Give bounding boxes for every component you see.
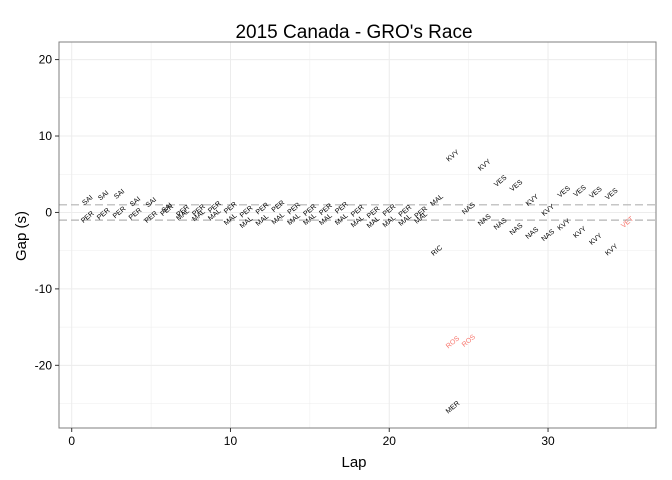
grid-layer: [59, 42, 656, 428]
y-tick-label: 10: [39, 129, 53, 143]
y-axis-title: Gap (s): [13, 211, 30, 261]
x-tick-label: 10: [224, 434, 238, 448]
y-tick-label: -10: [35, 282, 53, 296]
x-axis-title: Lap: [341, 454, 366, 471]
chart-title: 2015 Canada - GRO's Race: [235, 22, 472, 43]
reference-lines: [59, 204, 656, 221]
y-tick-label: -20: [35, 358, 53, 372]
axis-ticks: 0 10 20 30 -20 -10 0 10 20: [35, 53, 555, 448]
x-tick-label: 20: [383, 434, 397, 448]
y-tick-label: 0: [45, 205, 52, 219]
x-tick-label: 30: [541, 434, 555, 448]
x-tick-label: 0: [68, 434, 75, 448]
plot-panel-border: [58, 41, 657, 429]
y-tick-label: 20: [39, 53, 53, 67]
